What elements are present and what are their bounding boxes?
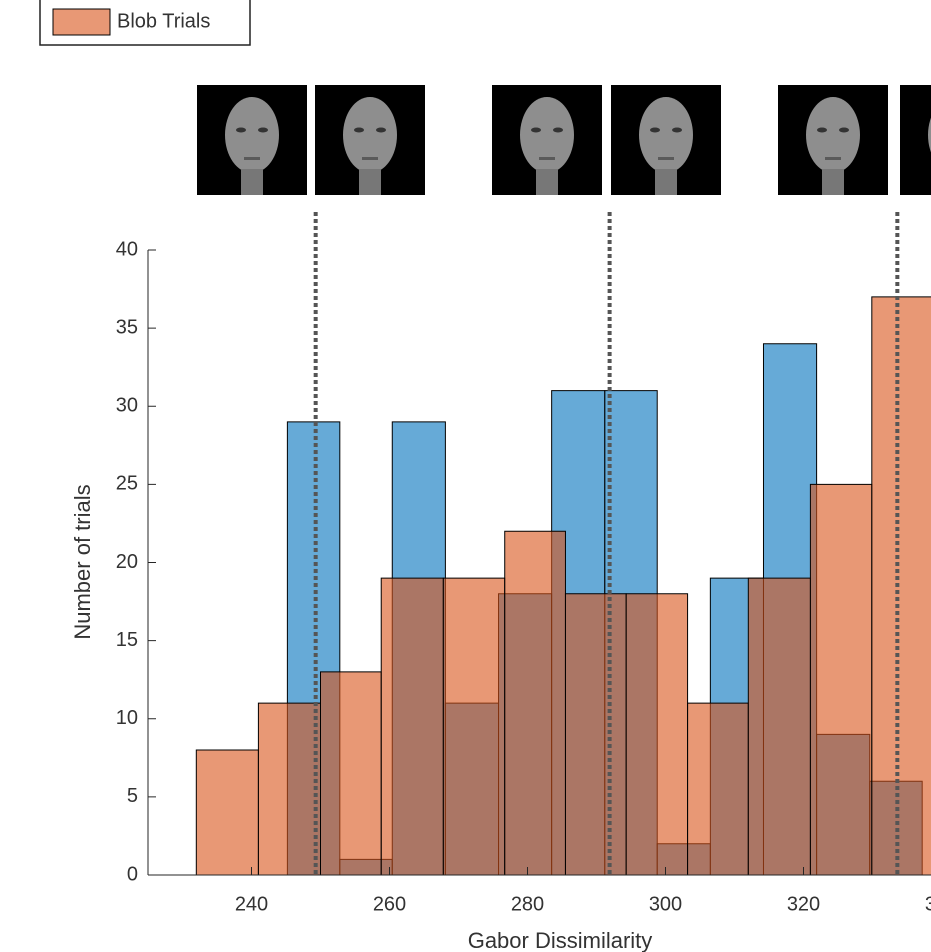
y-tick-label: 25 bbox=[116, 473, 138, 495]
bar bbox=[747, 577, 811, 876]
bar bbox=[442, 577, 506, 876]
y-tick-label: 5 bbox=[127, 785, 138, 807]
bar bbox=[320, 671, 382, 876]
x-tick-label: 300 bbox=[649, 893, 682, 915]
x-tick-label: 320 bbox=[787, 893, 820, 915]
legend: Blob Trials bbox=[39, 0, 251, 46]
bar bbox=[625, 593, 689, 876]
y-tick-label: 15 bbox=[116, 629, 138, 651]
plot-area: 0 5 10 15 20 25 30 35 40 240 260 280 300 320 340 bbox=[116, 212, 931, 915]
bar bbox=[687, 702, 749, 876]
y-tick-label: 0 bbox=[127, 863, 138, 885]
face-images bbox=[197, 85, 931, 195]
y-tick-label: 20 bbox=[116, 551, 138, 573]
bar bbox=[564, 593, 627, 876]
x-tick-label: 340 bbox=[925, 893, 931, 915]
legend-label: Blob Trials bbox=[117, 10, 210, 32]
bar bbox=[257, 702, 321, 876]
bar bbox=[871, 296, 931, 876]
y-axis-label: Number of trials bbox=[70, 484, 95, 639]
x-tick-label: 280 bbox=[511, 893, 544, 915]
y-tick-label: 10 bbox=[116, 707, 138, 729]
y-tick-label: 35 bbox=[116, 316, 138, 338]
bar bbox=[195, 749, 259, 876]
x-tick-label: 240 bbox=[235, 893, 268, 915]
legend-swatch bbox=[52, 8, 111, 36]
bar bbox=[380, 577, 444, 876]
x-tick-label: 260 bbox=[373, 893, 406, 915]
y-tick-label: 40 bbox=[116, 238, 138, 260]
bar bbox=[504, 530, 566, 876]
x-axis-label: Gabor Dissimilarity bbox=[468, 928, 653, 952]
y-tick-label: 30 bbox=[116, 395, 138, 417]
bar bbox=[809, 483, 873, 876]
